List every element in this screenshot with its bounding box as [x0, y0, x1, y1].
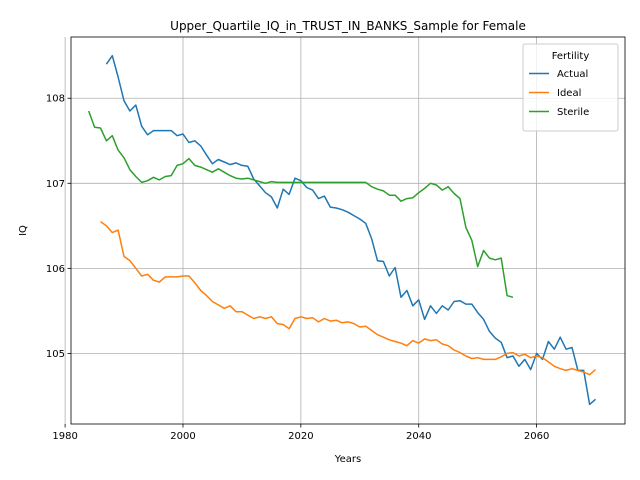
grid — [64, 37, 625, 424]
y-axis-label: IQ — [18, 225, 29, 236]
x-axis-label: Years — [334, 454, 361, 465]
x-tick-label: 2060 — [524, 431, 549, 442]
series-line-actual — [105, 54, 596, 406]
y-tick-label: 105 — [46, 349, 65, 360]
x-tick-label: 1980 — [52, 431, 77, 442]
y-tick-label: 106 — [46, 264, 65, 275]
y-axis-ticks: 105 106 107 108 — [46, 94, 71, 360]
series-line-sterile — [87, 110, 514, 299]
legend-label-sterile: Sterile — [557, 107, 589, 118]
legend-label-ideal: Ideal — [557, 88, 581, 99]
legend-label-actual: Actual — [557, 69, 588, 80]
legend-title: Fertility — [552, 51, 590, 62]
y-tick-label: 107 — [46, 179, 65, 190]
series-lines — [87, 54, 596, 406]
plot-area — [70, 36, 626, 425]
x-tick-label: 2020 — [288, 431, 313, 442]
chart-title: Upper_Quartile_IQ_in_TRUST_IN_BANKS_Samp… — [170, 19, 526, 33]
x-tick-label: 2000 — [170, 431, 195, 442]
x-tick-label: 2040 — [406, 431, 431, 442]
y-tick-label: 108 — [46, 94, 65, 105]
legend-box — [522, 43, 619, 132]
legend: Fertility Actual Ideal Sterile — [522, 43, 619, 132]
x-axis-ticks: 1980 2000 2020 2040 2060 — [52, 424, 549, 442]
series-line-ideal — [100, 220, 596, 376]
